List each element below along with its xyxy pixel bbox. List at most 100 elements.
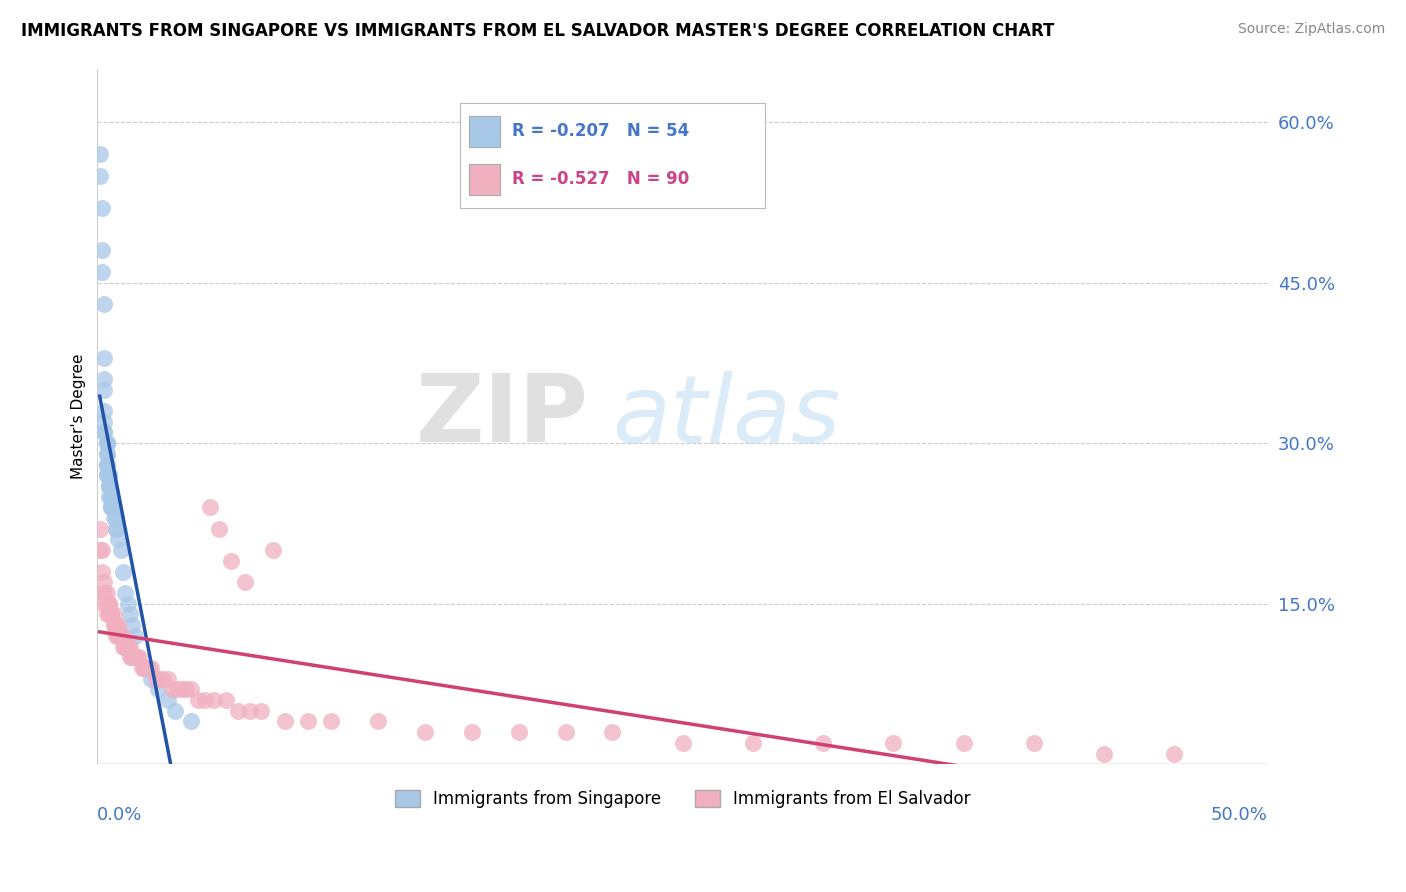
Point — [100, 500, 122, 515]
Point — [93, 586, 115, 600]
Point — [127, 650, 149, 665]
Point — [100, 490, 122, 504]
Point — [1022, 736, 1045, 750]
Point — [187, 693, 209, 707]
Point — [131, 661, 153, 675]
Point — [110, 543, 132, 558]
Point — [98, 597, 121, 611]
Point — [152, 672, 174, 686]
Point — [100, 607, 122, 622]
Point — [134, 661, 156, 675]
Point — [112, 629, 135, 643]
Point — [120, 640, 142, 654]
Point — [114, 640, 136, 654]
Point — [89, 147, 111, 161]
Point — [141, 661, 163, 675]
Point — [96, 597, 118, 611]
Point — [98, 479, 121, 493]
Point — [117, 597, 139, 611]
Point — [176, 682, 198, 697]
Point — [105, 618, 128, 632]
Point — [297, 714, 319, 729]
Point — [98, 597, 121, 611]
Point — [98, 468, 121, 483]
Point — [219, 554, 242, 568]
Point — [89, 543, 111, 558]
Point — [96, 458, 118, 472]
Point — [103, 511, 125, 525]
Point — [96, 468, 118, 483]
Text: 0.0%: 0.0% — [97, 806, 143, 824]
Point — [103, 618, 125, 632]
Point — [121, 650, 143, 665]
Point — [120, 607, 142, 622]
Point — [120, 650, 142, 665]
Point — [107, 533, 129, 547]
Point — [1092, 747, 1115, 761]
Point — [96, 447, 118, 461]
Point — [170, 682, 193, 697]
Point — [96, 436, 118, 450]
Point — [107, 629, 129, 643]
Point — [121, 650, 143, 665]
Point — [114, 640, 136, 654]
Point — [98, 468, 121, 483]
Point — [100, 607, 122, 622]
Point — [508, 725, 530, 739]
Point — [238, 704, 260, 718]
Point — [262, 543, 284, 558]
Point — [112, 640, 135, 654]
Point — [89, 522, 111, 536]
Point — [741, 736, 763, 750]
Point — [96, 468, 118, 483]
Point — [105, 522, 128, 536]
Point — [145, 672, 167, 686]
Point — [135, 661, 157, 675]
Point — [198, 500, 221, 515]
Point — [105, 629, 128, 643]
Point — [250, 704, 273, 718]
Point — [124, 629, 146, 643]
Text: atlas: atlas — [613, 371, 841, 462]
Point — [226, 704, 249, 718]
Point — [103, 500, 125, 515]
Point — [156, 693, 179, 707]
Y-axis label: Master's Degree: Master's Degree — [72, 353, 86, 479]
Point — [91, 244, 114, 258]
Point — [93, 425, 115, 440]
Point — [124, 650, 146, 665]
Point — [98, 479, 121, 493]
Point — [103, 607, 125, 622]
Point — [134, 661, 156, 675]
Point — [103, 618, 125, 632]
Point — [93, 372, 115, 386]
Point — [554, 725, 576, 739]
Point — [93, 415, 115, 429]
Point — [121, 650, 143, 665]
Point — [208, 522, 231, 536]
Point — [98, 490, 121, 504]
Point — [98, 468, 121, 483]
Point — [105, 618, 128, 632]
Point — [96, 458, 118, 472]
Point — [107, 629, 129, 643]
Point — [96, 436, 118, 450]
Point — [413, 725, 436, 739]
Point — [162, 682, 184, 697]
Point — [93, 351, 115, 365]
Point — [105, 618, 128, 632]
Point — [91, 565, 114, 579]
Point — [321, 714, 343, 729]
Point — [952, 736, 974, 750]
Point — [163, 704, 186, 718]
Point — [112, 565, 135, 579]
Point — [89, 169, 111, 183]
Point — [148, 682, 170, 697]
Point — [110, 629, 132, 643]
Point — [98, 607, 121, 622]
Point — [602, 725, 624, 739]
Point — [93, 586, 115, 600]
Point — [93, 297, 115, 311]
Point — [273, 714, 295, 729]
Point — [96, 447, 118, 461]
